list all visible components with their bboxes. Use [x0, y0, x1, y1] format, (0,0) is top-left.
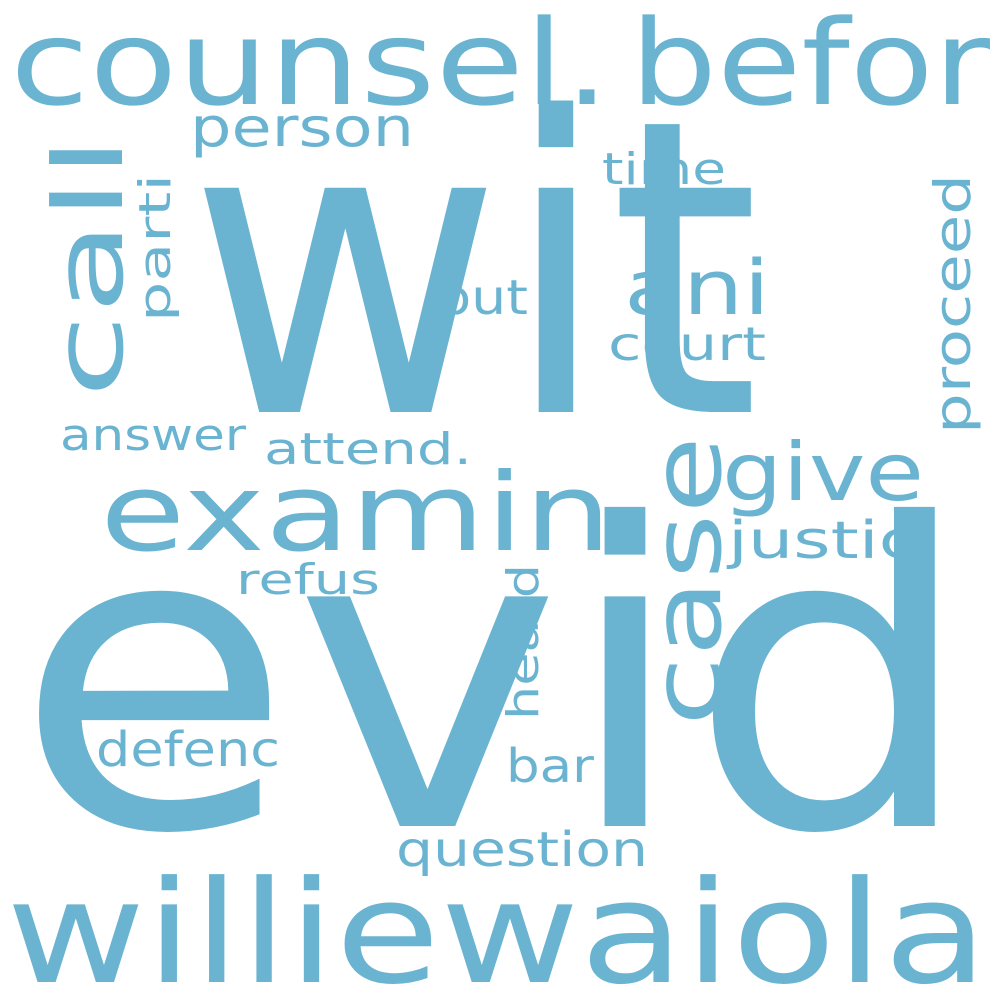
word-ani: ani	[624, 243, 770, 332]
word-call: call	[33, 136, 145, 398]
word-put: put	[436, 270, 528, 326]
word-examin: examin.	[100, 451, 656, 576]
word-court: court	[608, 317, 766, 371]
word-justic: justic	[727, 511, 918, 571]
word-refus: refus	[236, 555, 380, 604]
word-give: give	[722, 426, 924, 519]
word-counsel: counsel.	[10, 0, 610, 132]
word-attend: attend.	[264, 424, 472, 475]
word-heard: heard	[498, 564, 549, 720]
word-time: time	[602, 144, 726, 195]
word-bar: bar	[506, 739, 594, 793]
word-befor: befor	[630, 0, 991, 132]
word-person: person	[190, 96, 414, 159]
word-wit: wit	[188, 31, 760, 509]
word-defenc: defenc	[96, 722, 280, 778]
word-evid: evid	[14, 437, 976, 926]
word-answer: answer	[60, 410, 247, 461]
word-proceed: proceed	[924, 174, 982, 434]
word-parti: parti	[130, 174, 181, 322]
word-question: question	[396, 822, 648, 878]
word-case: case	[631, 436, 743, 726]
word-williewaiola: williewaiola	[6, 851, 988, 1000]
